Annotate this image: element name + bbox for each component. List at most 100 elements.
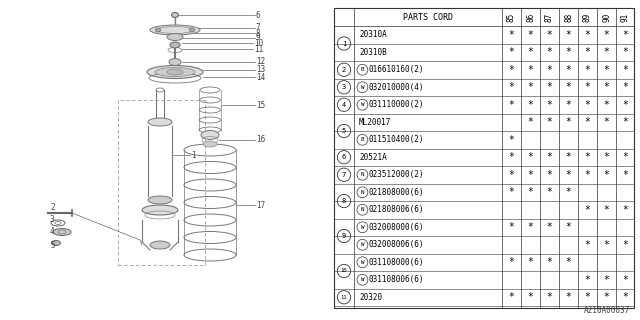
Text: *: * [527, 100, 533, 110]
Ellipse shape [167, 69, 183, 75]
Text: *: * [584, 170, 591, 180]
Text: 032008000(6): 032008000(6) [369, 223, 424, 232]
Text: *: * [566, 170, 572, 180]
Text: *: * [527, 47, 533, 57]
Text: *: * [584, 117, 591, 127]
Text: *: * [584, 47, 591, 57]
Text: *: * [604, 292, 609, 302]
Text: 021808000(6): 021808000(6) [369, 188, 424, 197]
Text: *: * [566, 222, 572, 232]
Text: 9: 9 [256, 34, 260, 43]
Text: W: W [361, 225, 364, 230]
Text: *: * [604, 275, 609, 285]
Text: *: * [623, 205, 628, 215]
Text: *: * [584, 65, 591, 75]
Text: W: W [361, 277, 364, 282]
Text: *: * [566, 30, 572, 40]
Ellipse shape [189, 28, 195, 32]
Text: 032010000(4): 032010000(4) [369, 83, 424, 92]
Text: 023512000(2): 023512000(2) [369, 170, 424, 179]
Text: *: * [527, 222, 533, 232]
Text: *: * [584, 30, 591, 40]
Text: W: W [361, 85, 364, 90]
Text: *: * [509, 187, 515, 197]
Text: 20310A: 20310A [359, 30, 387, 39]
Text: *: * [566, 117, 572, 127]
Text: A210A00037: A210A00037 [584, 306, 630, 315]
Text: *: * [547, 292, 552, 302]
Ellipse shape [51, 241, 61, 245]
Text: 5: 5 [50, 241, 54, 250]
Text: W: W [361, 260, 364, 265]
Text: *: * [623, 292, 628, 302]
Text: B: B [361, 67, 364, 72]
Text: *: * [604, 65, 609, 75]
Text: *: * [547, 65, 552, 75]
Text: 7: 7 [342, 172, 346, 178]
Ellipse shape [169, 59, 181, 66]
Text: *: * [527, 30, 533, 40]
Text: 4: 4 [342, 102, 346, 108]
Text: 20310B: 20310B [359, 48, 387, 57]
Ellipse shape [147, 66, 203, 78]
Text: *: * [509, 170, 515, 180]
Text: 2: 2 [50, 203, 54, 212]
Text: *: * [566, 257, 572, 267]
Text: *: * [547, 222, 552, 232]
Text: 032008006(6): 032008006(6) [369, 240, 424, 249]
Text: *: * [604, 170, 609, 180]
Text: *: * [623, 47, 628, 57]
Ellipse shape [170, 42, 180, 48]
Text: *: * [509, 47, 515, 57]
Text: 8: 8 [256, 28, 260, 37]
Text: *: * [566, 82, 572, 92]
Text: *: * [547, 82, 552, 92]
Text: 20320: 20320 [359, 293, 382, 302]
Text: 3: 3 [50, 215, 54, 225]
Text: *: * [547, 257, 552, 267]
Text: 11: 11 [254, 44, 263, 53]
Text: 2: 2 [342, 67, 346, 73]
Text: *: * [509, 82, 515, 92]
Text: *: * [509, 152, 515, 162]
Text: *: * [584, 152, 591, 162]
Text: *: * [547, 152, 552, 162]
Ellipse shape [155, 68, 195, 76]
Text: *: * [584, 82, 591, 92]
Text: 031108000(6): 031108000(6) [369, 258, 424, 267]
Text: N: N [361, 190, 364, 195]
Text: 9: 9 [342, 233, 346, 239]
Text: *: * [547, 117, 552, 127]
Text: *: * [566, 65, 572, 75]
Text: *: * [509, 65, 515, 75]
Text: 16: 16 [256, 135, 265, 145]
Ellipse shape [172, 12, 179, 18]
Text: *: * [547, 187, 552, 197]
Text: 011510400(2): 011510400(2) [369, 135, 424, 144]
Text: *: * [604, 100, 609, 110]
Ellipse shape [148, 118, 172, 126]
Text: 13: 13 [256, 66, 265, 75]
Text: *: * [623, 152, 628, 162]
Ellipse shape [156, 28, 161, 32]
Text: *: * [623, 240, 628, 250]
Text: *: * [623, 65, 628, 75]
Text: *: * [604, 117, 609, 127]
Text: *: * [584, 240, 591, 250]
Text: 11: 11 [340, 295, 348, 300]
Text: *: * [527, 170, 533, 180]
Text: *: * [604, 152, 609, 162]
Text: *: * [509, 292, 515, 302]
Text: 86: 86 [526, 12, 535, 22]
Text: *: * [584, 292, 591, 302]
Text: PARTS CORD: PARTS CORD [403, 12, 453, 21]
Text: 031108006(6): 031108006(6) [369, 275, 424, 284]
Text: *: * [584, 275, 591, 285]
Text: 6: 6 [342, 154, 346, 160]
Text: 7: 7 [256, 23, 260, 33]
Text: *: * [527, 117, 533, 127]
Text: B: B [361, 137, 364, 142]
Text: 87: 87 [545, 12, 554, 22]
Text: *: * [604, 30, 609, 40]
Text: *: * [623, 30, 628, 40]
